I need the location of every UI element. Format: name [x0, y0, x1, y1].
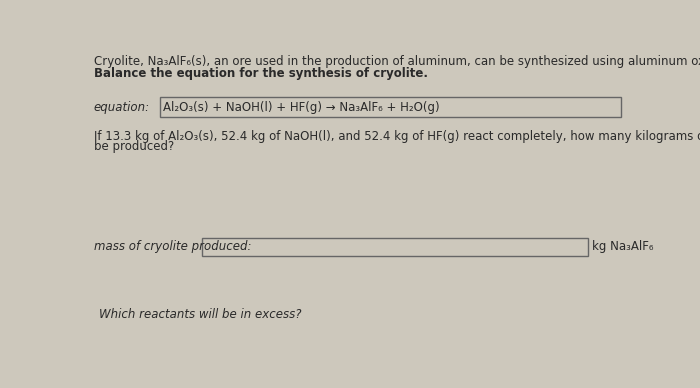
- Text: equation:: equation:: [94, 100, 150, 114]
- FancyBboxPatch shape: [202, 237, 588, 256]
- FancyBboxPatch shape: [160, 97, 622, 118]
- Text: Cryolite, Na₃AlF₆(s), an ore used in the production of aluminum, can be synthesi: Cryolite, Na₃AlF₆(s), an ore used in the…: [94, 55, 700, 68]
- Text: mass of cryolite produced:: mass of cryolite produced:: [94, 240, 251, 253]
- Text: kg Na₃AlF₆: kg Na₃AlF₆: [592, 240, 654, 253]
- Text: be produced?: be produced?: [94, 140, 174, 153]
- Text: Balance the equation for the synthesis of cryolite.: Balance the equation for the synthesis o…: [94, 68, 428, 80]
- Text: Al₂O₃(s) + NaOH(l) + HF(g) → Na₃AlF₆ + H₂O(g): Al₂O₃(s) + NaOH(l) + HF(g) → Na₃AlF₆ + H…: [163, 100, 440, 114]
- Text: If 13.3 kg of Al₂O₃(s), 52.4 kg of NaOH(l), and 52.4 kg of HF(g) react completel: If 13.3 kg of Al₂O₃(s), 52.4 kg of NaOH(…: [94, 130, 700, 143]
- Text: Which reactants will be in excess?: Which reactants will be in excess?: [99, 308, 302, 321]
